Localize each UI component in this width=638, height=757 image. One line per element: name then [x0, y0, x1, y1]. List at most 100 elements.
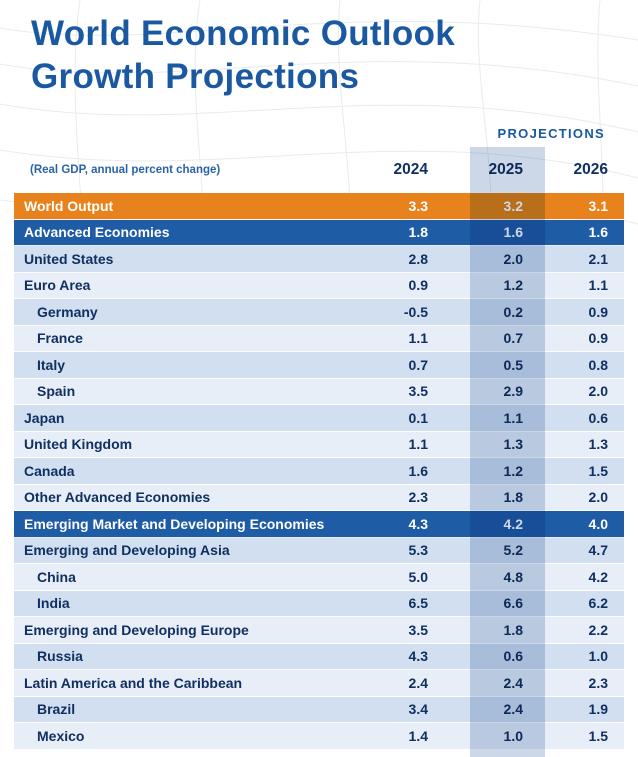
row-label: Emerging and Developing Asia	[24, 542, 230, 559]
value-2024: 0.9	[408, 277, 428, 294]
value-2025: 3.2	[503, 197, 523, 214]
column-header-2025: 2025	[488, 161, 523, 178]
row-label: Euro Area	[24, 277, 91, 294]
value-2026: 1.1	[588, 277, 608, 294]
row-advanced-economies: Advanced Economies 1.8 1.6 1.6	[14, 219, 624, 246]
row-france: France 1.1 0.7 0.9	[14, 325, 624, 352]
value-2025: 2.4	[503, 701, 523, 718]
value-2025: 1.2	[503, 277, 523, 294]
value-2025: 4.8	[503, 568, 523, 585]
value-2026: 2.0	[588, 489, 608, 506]
row-euro-area: Euro Area 0.9 1.2 1.1	[14, 272, 624, 299]
value-2025: 1.1	[503, 409, 523, 426]
table-subtitle: (Real GDP, annual percent change)	[30, 164, 221, 176]
value-2026: 0.8	[588, 356, 608, 373]
row-canada: Canada 1.6 1.2 1.5	[14, 458, 624, 485]
row-other-advanced-economies: Other Advanced Economies 2.3 1.8 2.0	[14, 484, 624, 511]
value-2024: 3.5	[408, 621, 428, 638]
column-header-row: (Real GDP, annual percent change) 2024 2…	[14, 153, 624, 187]
row-emerging-and-developing-asia: Emerging and Developing Asia 5.3 5.2 4.7	[14, 537, 624, 564]
value-2024: 2.4	[408, 674, 428, 691]
value-2025: 1.8	[503, 621, 523, 638]
value-2025: 2.4	[503, 674, 523, 691]
row-label: Other Advanced Economies	[24, 489, 211, 506]
page-title: World Economic Outlook Growth Projection…	[31, 12, 455, 98]
value-2024: 2.8	[408, 250, 428, 267]
value-2024: 4.3	[408, 515, 428, 532]
projections-label: PROJECTIONS	[497, 126, 605, 141]
value-2025: 2.9	[503, 383, 523, 400]
value-2025: 5.2	[503, 542, 523, 559]
row-world-output: World Output 3.3 3.2 3.1	[14, 193, 624, 220]
value-2024: 0.1	[408, 409, 428, 426]
value-2026: 1.3	[588, 436, 608, 453]
row-label: Advanced Economies	[24, 224, 170, 241]
row-emerging-market-and-developing-economies: Emerging Market and Developing Economies…	[14, 511, 624, 538]
value-2026: 2.1	[588, 250, 608, 267]
value-2026: 1.9	[588, 701, 608, 718]
value-2025: 1.6	[503, 224, 523, 241]
value-2026: 0.6	[588, 409, 608, 426]
growth-table: World Output 3.3 3.2 3.1 Advanced Econom…	[14, 193, 624, 750]
row-mexico: Mexico 1.4 1.0 1.5	[14, 723, 624, 750]
column-header-2024: 2024	[393, 161, 428, 178]
row-united-states: United States 2.8 2.0 2.1	[14, 246, 624, 273]
value-2026: 4.7	[588, 542, 608, 559]
value-2024: 6.5	[408, 595, 428, 612]
value-2024: 1.1	[408, 330, 428, 347]
row-label: Japan	[24, 409, 65, 426]
value-2026: 2.0	[588, 383, 608, 400]
value-2024: 3.4	[408, 701, 428, 718]
value-2024: 1.1	[408, 436, 428, 453]
value-2025: 0.6	[503, 648, 523, 665]
value-2026: 0.9	[588, 330, 608, 347]
row-label: Germany	[37, 303, 98, 320]
value-2024: 0.7	[408, 356, 428, 373]
value-2025: 4.2	[503, 515, 523, 532]
value-2026: 6.2	[588, 595, 608, 612]
value-2025: 1.0	[503, 727, 523, 744]
value-2026: 2.3	[588, 674, 608, 691]
value-2026: 3.1	[588, 197, 608, 214]
value-2024: 5.3	[408, 542, 428, 559]
value-2026: 1.5	[588, 727, 608, 744]
value-2024: 1.4	[408, 727, 428, 744]
value-2025: 2.0	[503, 250, 523, 267]
row-emerging-and-developing-europe: Emerging and Developing Europe 3.5 1.8 2…	[14, 617, 624, 644]
value-2025: 0.2	[503, 303, 523, 320]
value-2025: 1.2	[503, 462, 523, 479]
row-label: Emerging Market and Developing Economies	[24, 515, 325, 532]
value-2025: 6.6	[503, 595, 523, 612]
value-2026: 1.0	[588, 648, 608, 665]
value-2024: 3.3	[408, 197, 428, 214]
value-2024: 2.3	[408, 489, 428, 506]
row-label: World Output	[24, 197, 114, 214]
row-spain: Spain 3.5 2.9 2.0	[14, 378, 624, 405]
row-label: Latin America and the Caribbean	[24, 674, 243, 691]
row-russia: Russia 4.3 0.6 1.0	[14, 643, 624, 670]
column-header-2026: 2026	[573, 161, 608, 178]
row-label: Brazil	[37, 701, 76, 718]
row-label: Italy	[37, 356, 66, 373]
value-2025: 0.5	[503, 356, 523, 373]
value-2026: 4.2	[588, 568, 608, 585]
value-2026: 0.9	[588, 303, 608, 320]
row-brazil: Brazil 3.4 2.4 1.9	[14, 696, 624, 723]
page-title-line2: Growth Projections	[31, 57, 360, 97]
value-2026: 1.5	[588, 462, 608, 479]
value-2024: 4.3	[408, 648, 428, 665]
page-title-line1: World Economic Outlook	[31, 14, 456, 53]
value-2025: 1.8	[503, 489, 523, 506]
row-latin-america-and-the-caribbean: Latin America and the Caribbean 2.4 2.4 …	[14, 670, 624, 697]
row-china: China 5.0 4.8 4.2	[14, 564, 624, 591]
row-label: France	[37, 330, 83, 347]
row-label: China	[37, 568, 76, 585]
value-2025: 1.3	[503, 436, 523, 453]
value-2024: 5.0	[408, 568, 428, 585]
row-united-kingdom: United Kingdom 1.1 1.3 1.3	[14, 431, 624, 458]
row-label: Mexico	[37, 727, 85, 744]
row-india: India 6.5 6.6 6.2	[14, 590, 624, 617]
row-label: Canada	[24, 462, 75, 479]
row-label: Emerging and Developing Europe	[24, 621, 249, 638]
